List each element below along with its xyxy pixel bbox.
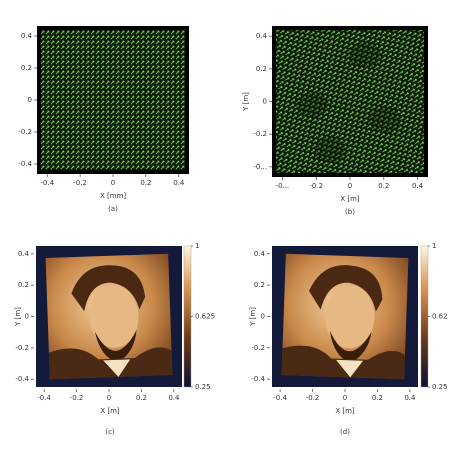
- portrait: [281, 253, 409, 380]
- distortion: [349, 42, 381, 68]
- y-axis-label: Y [m]: [242, 92, 250, 112]
- x-axis-label: X [m]: [335, 407, 355, 415]
- y-tick-label: -0.2: [15, 344, 29, 352]
- x-tick-label: -0.4: [273, 394, 287, 402]
- y-tick-label: 0: [261, 313, 265, 321]
- x-tick-label: 0: [107, 394, 111, 402]
- x-tick-label: 0.2: [378, 182, 389, 190]
- x-tick-label: 0.4: [412, 182, 424, 190]
- distortion: [314, 137, 346, 163]
- y-tick-label: -0.2: [18, 128, 32, 136]
- y-tick-label: 0.4: [256, 32, 268, 40]
- caption: (b): [345, 208, 355, 216]
- y-tick-label: 0: [263, 98, 267, 106]
- caption: (d): [340, 428, 350, 436]
- y-tick-label: 0.4: [254, 250, 266, 258]
- y-tick-label: 0.4: [18, 250, 30, 258]
- x-tick-label: 0: [348, 182, 352, 190]
- portrait: [45, 253, 173, 380]
- y-tick-label: -0.2: [253, 130, 267, 138]
- y-tick-label: -0.4: [18, 160, 32, 168]
- x-tick-label: 0.2: [140, 179, 151, 187]
- colorbar-label: 0.25: [195, 383, 211, 391]
- portrait-image: [281, 253, 409, 380]
- distortion: [296, 92, 328, 118]
- y-axis-label: Y [m]: [249, 307, 257, 327]
- x-tick-label: 0.4: [404, 394, 416, 402]
- colorbar-label: 1: [432, 242, 436, 250]
- colorbar-label: 0.625: [195, 313, 215, 321]
- x-axis-label: X [mm]: [100, 192, 126, 200]
- vector-field: [272, 26, 428, 177]
- x-tick-label: -0.2: [73, 179, 87, 187]
- y-tick-label: 0.2: [254, 281, 265, 289]
- y-tick-label: 0.2: [21, 64, 32, 72]
- x-tick-label: -0.2: [70, 394, 84, 402]
- x-tick-label: -0...: [276, 182, 290, 190]
- x-tick-label: -0.4: [40, 179, 54, 187]
- y-tick-label: 0.4: [21, 32, 33, 40]
- x-tick-label: 0.4: [173, 179, 185, 187]
- x-tick-label: -0.2: [306, 394, 320, 402]
- x-tick-label: 0.2: [372, 394, 383, 402]
- y-axis-label: Y [m]: [14, 307, 22, 327]
- x-tick-label: -0.2: [309, 182, 323, 190]
- y-tick-label: 0.2: [256, 65, 267, 73]
- x-tick-label: -0.4: [37, 394, 51, 402]
- caption: (a): [108, 205, 118, 213]
- y-tick-label: 0.2: [18, 281, 29, 289]
- x-axis-label: X [m]: [100, 407, 120, 415]
- x-tick-label: 0: [343, 394, 347, 402]
- colorbar-label: 1: [195, 242, 199, 250]
- x-tick-label: 0.4: [168, 394, 180, 402]
- colorbar: [420, 245, 429, 388]
- colorbar-label: 0.25: [432, 383, 448, 391]
- portrait-image: [45, 253, 173, 380]
- y-tick-label: 0: [25, 313, 29, 321]
- x-axis-label: X [m]: [340, 195, 360, 203]
- y-tick-label: 0: [28, 96, 32, 104]
- y-tick-label: -0...: [253, 163, 267, 171]
- colorbar: [183, 245, 192, 388]
- distortion: [369, 107, 401, 133]
- colorbar-label: 0.62: [432, 313, 448, 321]
- vector-field: [37, 26, 189, 174]
- y-tick-label: -0.4: [251, 375, 265, 383]
- x-tick-label: 0: [111, 179, 115, 187]
- caption: (c): [105, 428, 115, 436]
- y-tick-label: -0.4: [15, 375, 29, 383]
- x-tick-label: 0.2: [136, 394, 147, 402]
- y-tick-label: -0.2: [251, 344, 265, 352]
